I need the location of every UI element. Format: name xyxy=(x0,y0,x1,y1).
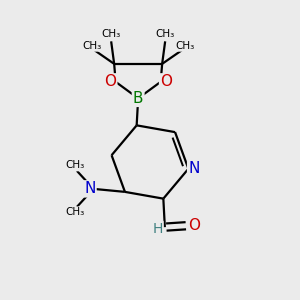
Text: O: O xyxy=(104,74,116,89)
Text: O: O xyxy=(160,74,172,89)
Text: N: N xyxy=(84,182,95,196)
Text: B: B xyxy=(133,91,143,106)
Text: CH₃: CH₃ xyxy=(82,41,101,51)
Text: O: O xyxy=(188,218,200,233)
Text: H: H xyxy=(152,222,163,236)
Text: CH₃: CH₃ xyxy=(175,41,194,51)
Text: CH₃: CH₃ xyxy=(65,160,84,170)
Text: CH₃: CH₃ xyxy=(101,29,121,39)
Text: N: N xyxy=(188,161,200,176)
Text: CH₃: CH₃ xyxy=(65,207,84,217)
Text: CH₃: CH₃ xyxy=(155,29,175,39)
